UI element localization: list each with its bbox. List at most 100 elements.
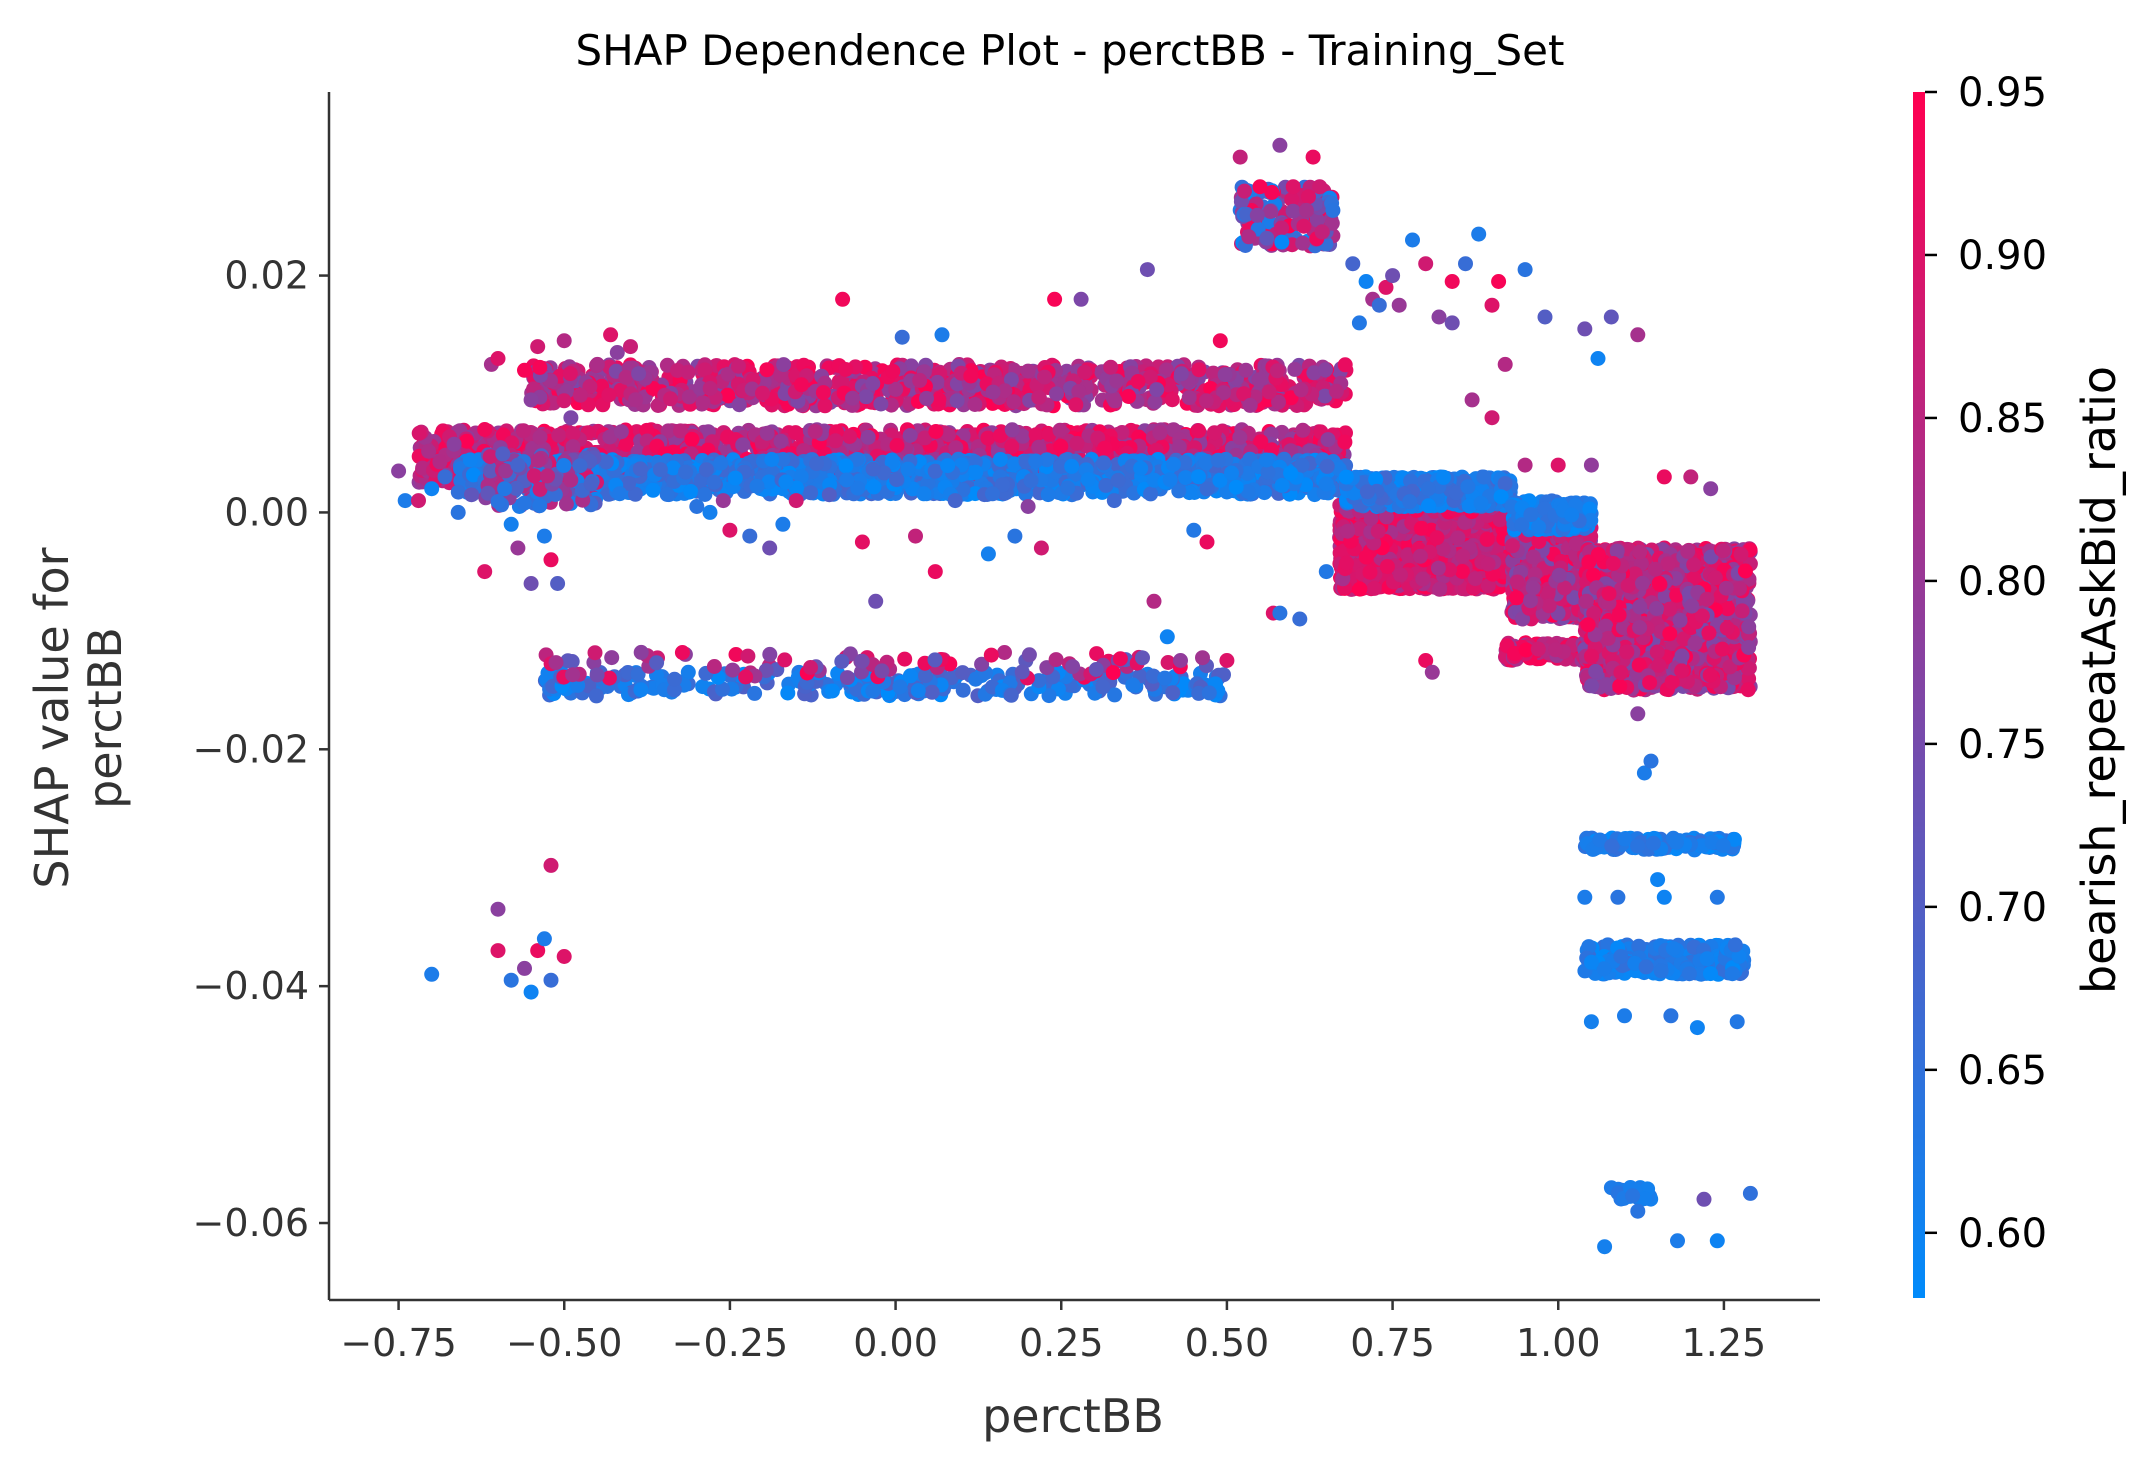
- scatter-point: [1088, 662, 1104, 677]
- scatter-point: [462, 452, 478, 468]
- scatter-point: [1028, 453, 1044, 469]
- scatter-point: [1181, 390, 1197, 406]
- scatter-point: [1052, 422, 1068, 438]
- scatter-point: [706, 474, 722, 490]
- scatter-point: [587, 645, 603, 661]
- scatter-point: [1031, 439, 1047, 455]
- scatter-point: [1178, 470, 1194, 486]
- scatter-point: [589, 667, 605, 683]
- scatter-point: [1259, 452, 1274, 468]
- scatter-point: [1109, 373, 1125, 389]
- scatter-point: [446, 436, 462, 452]
- scatter-point: [1242, 397, 1258, 413]
- scatter-point: [807, 423, 823, 439]
- scatter-point: [1293, 382, 1309, 398]
- scatter-point: [628, 392, 644, 408]
- scatter-point: [1228, 479, 1244, 495]
- scatter-point: [731, 358, 746, 374]
- scatter-point: [649, 655, 665, 671]
- scatter-point: [897, 651, 913, 667]
- scatter-point: [556, 393, 572, 409]
- scatter-point: [919, 390, 934, 406]
- scatter-point: [530, 453, 546, 468]
- scatter-point: [1206, 425, 1222, 441]
- scatter-point: [604, 650, 620, 666]
- scatter-point: [910, 683, 926, 699]
- scatter-point: [738, 669, 754, 685]
- scatter-point: [773, 433, 789, 449]
- scatter-point: [949, 393, 965, 409]
- scatter-point: [516, 495, 532, 511]
- scatter-point: [1080, 472, 1096, 488]
- scatter-point: [1162, 472, 1178, 488]
- scatter-point: [645, 482, 661, 498]
- scatter-point: [1096, 455, 1112, 471]
- scatter-point: [1295, 422, 1311, 438]
- scatter-point: [1237, 183, 1252, 199]
- scatter-point: [1065, 659, 1081, 675]
- scatter-point: [1165, 456, 1181, 472]
- scatter-point: [588, 688, 604, 704]
- scatter-point: [551, 427, 567, 443]
- scatter-point: [1004, 439, 1020, 454]
- scatter-point: [1337, 434, 1353, 450]
- scatter-point: [842, 429, 858, 444]
- scatter-point: [1195, 650, 1210, 666]
- scatter-point: [660, 423, 676, 439]
- scatter-point: [1053, 438, 1069, 454]
- scatter-point: [1135, 650, 1150, 666]
- scatter-point: [1295, 235, 1311, 251]
- scatter-point: [735, 437, 751, 453]
- scatter-point: [1224, 465, 1239, 481]
- scatter-point: [1328, 383, 1344, 399]
- scatter-point: [1320, 432, 1336, 448]
- scatter-point: [727, 470, 743, 486]
- scatter-point: [706, 659, 722, 674]
- scatter-point: [1259, 230, 1275, 246]
- scatter-point: [1133, 460, 1149, 476]
- scatter-point: [1241, 229, 1257, 245]
- scatter-point: [839, 670, 855, 686]
- scatter-point: [983, 647, 999, 663]
- scatter-point: [749, 478, 765, 494]
- scatter-point: [1004, 422, 1020, 438]
- scatter-point: [1269, 363, 1285, 379]
- scatter-point: [1296, 218, 1312, 234]
- scatter-point: [892, 679, 908, 695]
- scatter-point: [828, 433, 843, 449]
- scatter-point: [1318, 476, 1334, 492]
- scatter-point: [924, 684, 940, 700]
- scatter-point: [759, 425, 775, 441]
- scatter-point: [1173, 366, 1189, 382]
- scatter-point: [698, 462, 714, 478]
- scatter-point: [747, 685, 763, 701]
- scatter-point: [731, 397, 747, 413]
- scatter-point: [967, 397, 983, 412]
- scatter-point: [992, 452, 1008, 467]
- scatter-point: [858, 389, 874, 405]
- scatter-point: [702, 380, 718, 396]
- scatter-point: [865, 376, 881, 391]
- scatter-point: [1114, 425, 1130, 440]
- scatter-point: [1157, 670, 1173, 686]
- scatter-point: [632, 461, 648, 477]
- scatter-point: [516, 423, 531, 439]
- scatter-point: [916, 486, 932, 502]
- scatter-point: [1152, 425, 1168, 441]
- scatter-point: [762, 646, 778, 662]
- scatter-point: [683, 484, 699, 499]
- scatter-point: [1191, 362, 1207, 378]
- scatter-point: [941, 427, 956, 443]
- scatter-point: [885, 363, 901, 379]
- scatter-point: [1337, 357, 1353, 373]
- scatter-point: [1105, 665, 1121, 681]
- scatter-point: [888, 381, 904, 397]
- scatter-point: [1060, 480, 1076, 496]
- scatter-point: [803, 485, 819, 501]
- scatter-point: [667, 671, 682, 687]
- scatter-point: [1201, 685, 1217, 701]
- scatter-point: [1274, 477, 1290, 493]
- scatter-point: [963, 368, 979, 384]
- scatter-point: [1274, 234, 1290, 250]
